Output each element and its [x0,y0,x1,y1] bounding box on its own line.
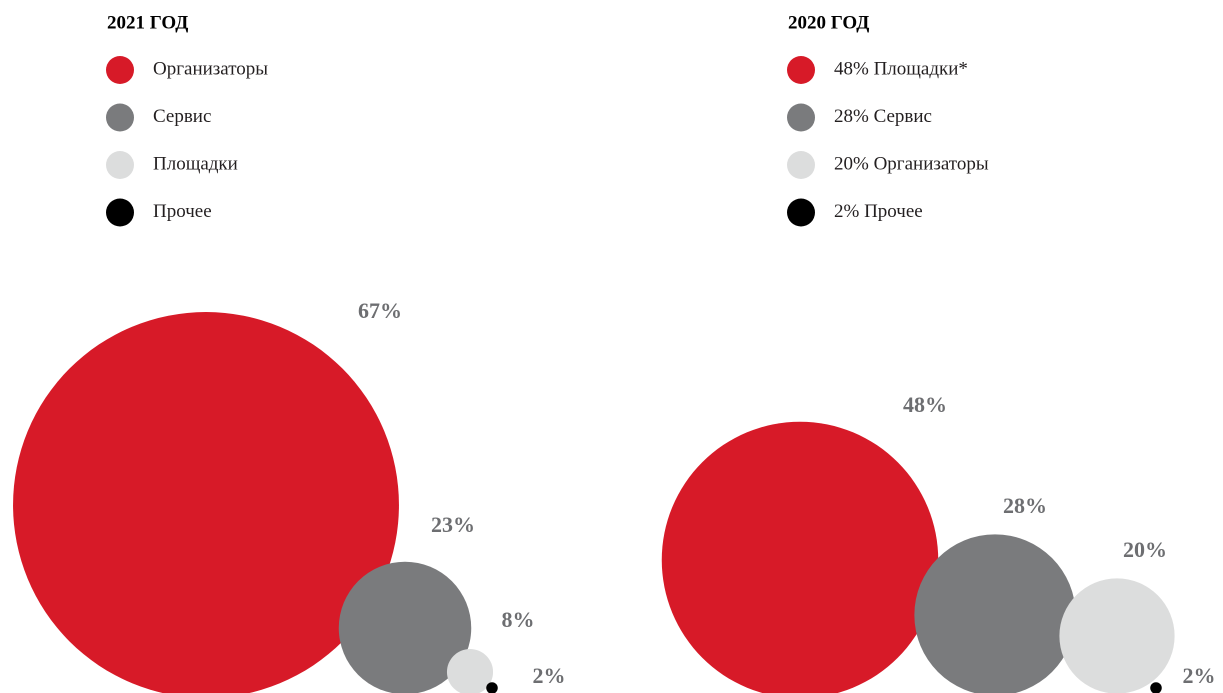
legend-label: 28% Сервис [834,106,932,127]
legend-label: 20% Организаторы [834,153,989,174]
value-label: 48% [903,392,947,417]
legend-label: Прочее [153,201,212,222]
bubble [914,534,1076,693]
value-label: 8% [502,607,535,632]
legend-swatch [106,103,134,132]
legend-label: 48% Площадки* [834,58,968,79]
bubble [13,312,399,693]
chart-title: 2021 ГОД [107,12,188,33]
legend-swatch [106,56,134,84]
value-label: 67% [358,298,402,323]
legend-swatch [787,103,815,132]
legend-label: Сервис [153,106,211,127]
bubble [338,561,472,693]
value-label: 20% [1123,537,1167,562]
chart-title: 2020 ГОД [788,12,869,33]
legend-label: Площадки [153,153,238,174]
legend-swatch [106,198,134,227]
legend-swatch [787,151,815,179]
bubble [1150,682,1162,693]
legend-swatch [787,198,815,227]
value-label: 2% [533,663,566,688]
bubble [446,648,494,693]
bubble [661,421,939,693]
legend-label: Организаторы [153,58,268,79]
value-label: 23% [431,512,475,537]
legend-swatch [106,151,134,179]
bubble [486,682,498,693]
value-label: 2% [1183,663,1216,688]
value-label: 28% [1003,493,1047,518]
bubble [1059,578,1175,693]
legend-swatch [787,56,815,84]
legend-label: 2% Прочее [834,201,923,222]
